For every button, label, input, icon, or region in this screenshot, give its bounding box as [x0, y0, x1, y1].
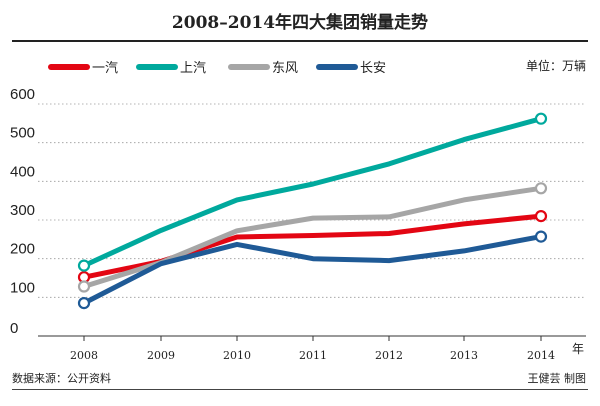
- x-axis-unit: 年: [572, 342, 584, 356]
- x-tick-label: 2008: [70, 349, 98, 362]
- unit-label: 单位：万辆: [525, 59, 586, 73]
- y-tick-label: 0: [10, 320, 18, 337]
- data-point: [534, 112, 548, 125]
- data-point: [534, 210, 548, 223]
- y-tick-label: 300: [10, 202, 35, 219]
- y-tick-label: 100: [10, 279, 35, 296]
- data-point: [534, 182, 548, 195]
- series-line: [81, 116, 544, 269]
- title-rule: [12, 40, 588, 42]
- x-tick-label: 2011: [299, 349, 327, 362]
- data-point: [534, 230, 548, 243]
- legend-label: 一汽: [92, 61, 118, 76]
- y-tick-label: 600: [10, 86, 35, 103]
- legend-label: 上汽: [180, 61, 206, 76]
- data-point: [77, 280, 91, 293]
- x-tick-label: 2014: [527, 349, 555, 362]
- data-point: [77, 297, 91, 310]
- x-tick-label: 2012: [375, 349, 403, 362]
- x-tick-label: 2010: [223, 349, 251, 362]
- footer-rule: [12, 389, 588, 390]
- data-source: 数据来源：公开资料: [12, 372, 111, 385]
- legend-label: 长安: [360, 61, 386, 76]
- y-tick-label: 200: [10, 241, 35, 258]
- y-tick-label: 400: [10, 163, 35, 180]
- legend-label: 东风: [272, 61, 298, 76]
- data-point: [77, 259, 91, 272]
- x-tick-label: 2013: [450, 349, 478, 362]
- series-line: [81, 234, 544, 306]
- chart-title: 2008–2014年四大集团销量走势: [171, 13, 429, 33]
- chart-credit: 王健芸 制图: [527, 372, 587, 385]
- y-tick-label: 500: [10, 125, 35, 142]
- x-tick-label: 2009: [147, 349, 175, 362]
